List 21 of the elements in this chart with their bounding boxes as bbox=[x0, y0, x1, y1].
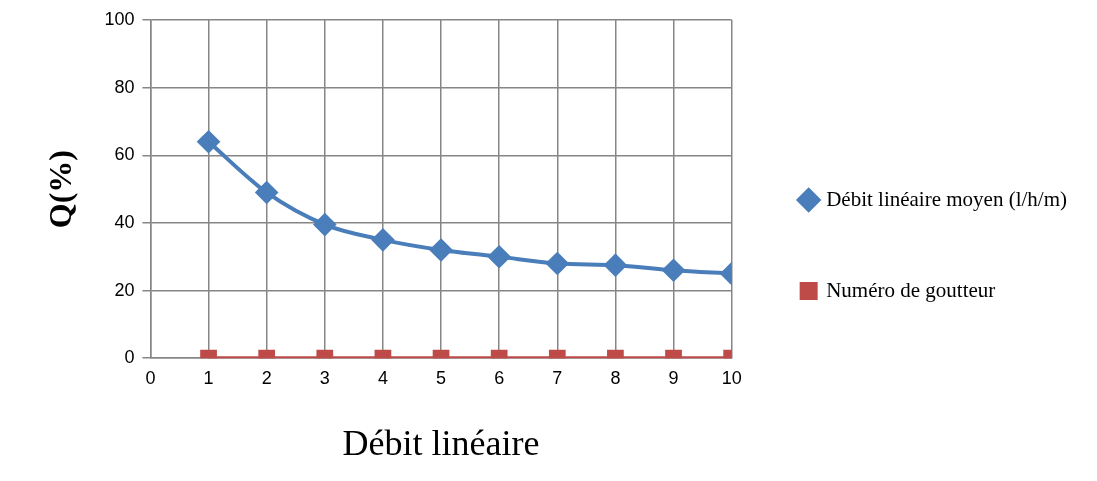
y-tick-label: 0 bbox=[124, 347, 135, 368]
x-tick-label: 9 bbox=[668, 367, 679, 388]
x-tick-label: 0 bbox=[145, 367, 156, 388]
y-tick-label: 60 bbox=[114, 144, 135, 165]
x-axis-title: Débit linéaire bbox=[342, 422, 540, 463]
x-tick-label: 1 bbox=[203, 367, 214, 388]
x-tick-label: 3 bbox=[319, 367, 330, 388]
x-tick-label: 5 bbox=[436, 367, 447, 388]
x-tick-label: 7 bbox=[552, 367, 563, 388]
y-tick-label: 20 bbox=[114, 279, 135, 300]
legend-label: Débit linéaire moyen (l/h/m) bbox=[826, 186, 1068, 211]
x-tick-label: 6 bbox=[494, 367, 505, 388]
x-tick-label: 8 bbox=[610, 367, 621, 388]
y-tick-label: 40 bbox=[114, 211, 135, 232]
x-tick-label: 2 bbox=[261, 367, 272, 388]
legend-label: Numéro de goutteur bbox=[826, 277, 996, 302]
y-tick-label: 100 bbox=[104, 8, 135, 29]
y-tick-label: 80 bbox=[114, 76, 135, 97]
x-tick-label: 10 bbox=[721, 367, 742, 388]
x-tick-label: 4 bbox=[377, 367, 388, 388]
y-axis-title: Q(%) bbox=[42, 150, 79, 229]
